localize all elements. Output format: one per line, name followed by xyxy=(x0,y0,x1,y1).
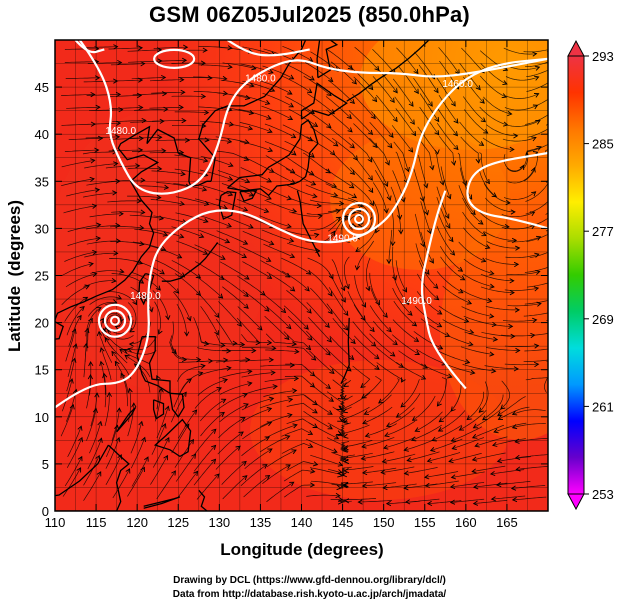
credit-data: Data from http://database.rish.kyoto-u.a… xyxy=(172,589,447,600)
grid-lines xyxy=(55,40,548,511)
x-tick-label: 115 xyxy=(86,515,107,530)
colorbar-scale xyxy=(567,55,585,495)
x-tick-label: 145 xyxy=(332,515,354,530)
y-axis-label: Latitude (degrees) xyxy=(5,200,24,352)
credit-drawing: Drawing by DCL (https://www.gfd-dennou.o… xyxy=(173,575,446,586)
colorbar-ticks: 293 285 277 269 261 253 xyxy=(584,49,614,502)
contour-label: 1480.0 xyxy=(105,126,136,137)
colorbar-tick-label: 293 xyxy=(592,49,614,64)
x-tick-label: 160 xyxy=(455,515,477,530)
x-tick-label: 165 xyxy=(496,515,518,530)
y-tick-label: 20 xyxy=(35,316,49,331)
y-tick-label: 30 xyxy=(35,221,49,236)
y-tick-label: 5 xyxy=(42,457,49,472)
low-pressure-centers xyxy=(97,201,377,338)
colorbar xyxy=(567,39,585,511)
colorbar-min-arrow xyxy=(567,493,585,511)
low-center-ring xyxy=(341,201,377,237)
x-tick-label: 140 xyxy=(291,515,313,530)
colorbar-tick-label: 277 xyxy=(592,224,614,239)
low-center-ring xyxy=(97,303,133,338)
x-tick-label: 120 xyxy=(126,515,148,530)
x-axis-label: Longitude (degrees) xyxy=(220,540,383,559)
contour-label: 1490.0 xyxy=(401,296,432,307)
y-tick-label: 15 xyxy=(35,363,49,378)
colorbar-tick-label: 253 xyxy=(592,487,614,502)
y-tick-label: 10 xyxy=(35,410,49,425)
x-tick-label: 150 xyxy=(373,515,395,530)
colorbar-tick-label: 261 xyxy=(592,399,614,414)
wind-streamlines xyxy=(60,44,548,507)
colorbar-max-arrow xyxy=(567,39,585,57)
x-tick-label: 155 xyxy=(414,515,436,530)
colorbar-tick-label: 285 xyxy=(592,137,614,152)
contour-labels: 1480.0 1480.0 1460.0 1490.0 1480.0 1490.0 xyxy=(105,73,473,306)
y-tick-label: 0 xyxy=(42,504,49,519)
y-tick-label: 40 xyxy=(35,127,49,142)
contour-label: 1490.0 xyxy=(327,234,358,245)
x-tick-label: 110 xyxy=(45,515,66,530)
y-tick-label: 35 xyxy=(35,174,49,189)
x-axis-ticks: 110 115 120 125 130 135 140 145 150 155 160 165 xyxy=(45,40,518,530)
x-tick-label: 125 xyxy=(167,515,189,530)
height-contours xyxy=(55,40,548,409)
contour-label: 1460.0 xyxy=(442,79,473,90)
y-tick-label: 25 xyxy=(35,269,49,284)
y-axis-ticks: 0 5 10 15 20 25 30 35 40 45 xyxy=(35,80,548,519)
x-tick-label: 135 xyxy=(250,515,272,530)
contour-label: 1480.0 xyxy=(245,73,276,84)
y-tick-label: 45 xyxy=(35,80,49,95)
colorbar-tick-label: 269 xyxy=(592,312,614,327)
chart-title: GSM 06Z05Jul2025 (850.0hPa) xyxy=(149,2,470,27)
x-tick-label: 130 xyxy=(208,515,230,530)
contour-label: 1480.0 xyxy=(130,291,161,302)
